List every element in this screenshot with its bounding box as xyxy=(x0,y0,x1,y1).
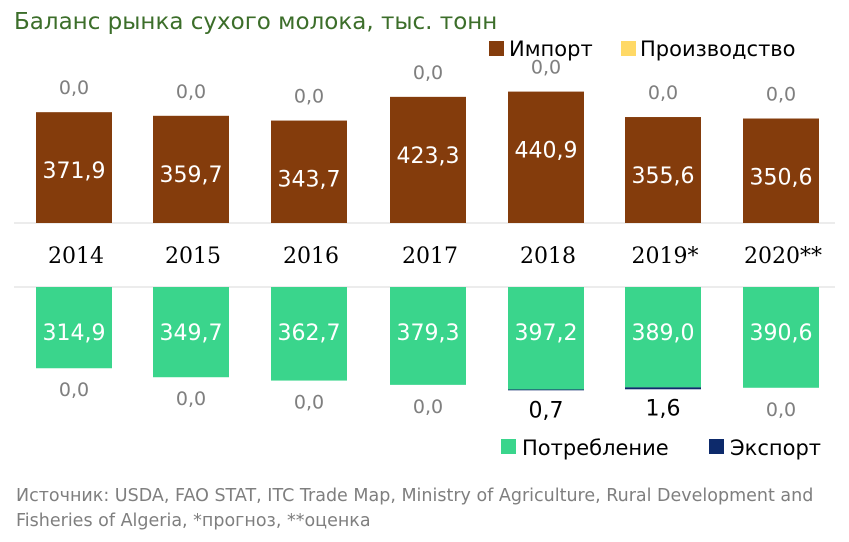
consumption-value-label-6: 390,6 xyxy=(750,321,813,346)
production-value-label-1: 0,0 xyxy=(176,81,206,103)
legend-bottom: Потребление Экспорт xyxy=(501,436,821,460)
chart-title: Баланс рынка сухого молока, тыс. тонн xyxy=(14,9,497,35)
export-value-label-2: 0,0 xyxy=(294,392,324,414)
export-value-label-1: 0,0 xyxy=(176,388,206,410)
consumption-bar-1 xyxy=(153,287,229,378)
category-label-1: 2015 xyxy=(165,244,221,269)
consumption-bar-3 xyxy=(390,287,466,385)
category-label-3: 2017 xyxy=(402,244,458,269)
export-value-label-6: 0,0 xyxy=(766,399,796,421)
legend-top: Импорт Производство xyxy=(489,37,796,61)
import-bar-2 xyxy=(271,120,347,223)
consumption-value-label-3: 379,3 xyxy=(397,321,460,346)
production-value-label-4: 0,0 xyxy=(531,57,561,79)
export-value-label-5: 1,6 xyxy=(646,396,681,421)
legend-swatch-consumption xyxy=(501,439,516,454)
consumption-value-label-5: 389,0 xyxy=(632,321,695,346)
export-value-label-4: 0,7 xyxy=(529,398,564,423)
production-value-label-5: 0,0 xyxy=(648,82,678,104)
legend-label-export: Экспорт xyxy=(730,436,821,460)
production-value-label-3: 0,0 xyxy=(413,62,443,84)
category-label-4: 2018 xyxy=(520,244,576,269)
category-label-6: 2020** xyxy=(744,244,822,269)
legend-label-production: Производство xyxy=(640,37,796,61)
consumption-bar-6 xyxy=(743,287,819,388)
export-value-label-3: 0,0 xyxy=(413,396,443,418)
export-value-label-0: 0,0 xyxy=(59,379,89,401)
import-bar-1 xyxy=(153,115,229,223)
category-label-2: 2016 xyxy=(283,244,339,269)
consumption-value-label-0: 314,9 xyxy=(43,321,106,346)
consumption-value-label-4: 397,2 xyxy=(515,321,578,346)
import-bar-0 xyxy=(36,112,112,223)
import-value-label-0: 371,9 xyxy=(43,159,106,184)
legend-label-consumption: Потребление xyxy=(522,436,669,460)
category-label-5: 2019* xyxy=(632,244,699,269)
import-value-label-6: 350,6 xyxy=(750,166,813,191)
dry-milk-balance-chart: Баланс рынка сухого молока, тыс. тонн Им… xyxy=(14,9,835,460)
import-value-label-1: 359,7 xyxy=(160,163,223,188)
consumption-bar-5 xyxy=(625,287,701,388)
legend-swatch-production xyxy=(621,41,636,56)
legend-swatch-export xyxy=(709,439,724,454)
category-label-0: 2014 xyxy=(48,244,104,269)
legend-label-import: Импорт xyxy=(509,37,593,61)
consumption-value-label-1: 349,7 xyxy=(160,321,223,346)
import-value-label-5: 355,6 xyxy=(632,164,695,189)
consumption-bar-0 xyxy=(36,287,112,369)
legend-swatch-import xyxy=(489,41,504,56)
import-bar-5 xyxy=(625,117,701,223)
production-value-label-0: 0,0 xyxy=(59,77,89,99)
consumption-bar-4 xyxy=(508,287,584,390)
import-value-label-4: 440,9 xyxy=(515,139,578,164)
export-bar-5 xyxy=(625,387,701,390)
export-bar-4 xyxy=(508,389,584,391)
import-bar-4 xyxy=(508,91,584,223)
production-value-label-2: 0,0 xyxy=(294,86,324,108)
import-value-label-2: 343,7 xyxy=(278,168,341,193)
import-bar-3 xyxy=(390,96,466,223)
consumption-bar-2 xyxy=(271,287,347,381)
import-bar-6 xyxy=(743,118,819,223)
import-value-label-3: 423,3 xyxy=(397,144,460,169)
production-value-label-6: 0,0 xyxy=(766,84,796,106)
consumption-value-label-2: 362,7 xyxy=(278,321,341,346)
source-note: Источник: USDA, FAO STAT, ITC Trade Map,… xyxy=(16,486,814,531)
